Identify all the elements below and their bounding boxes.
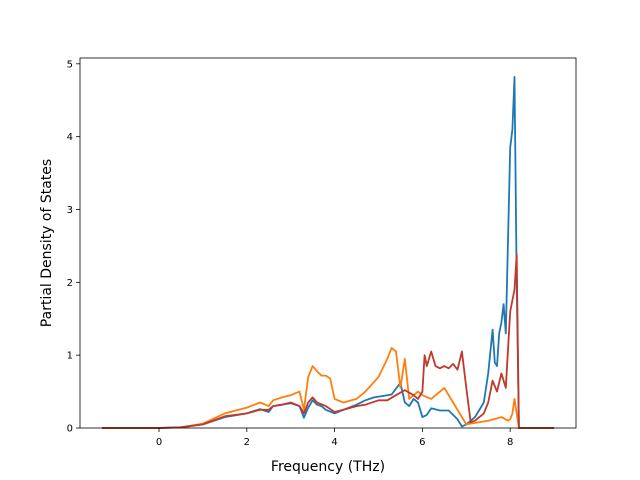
- plot-frame: [79, 57, 577, 429]
- x-tick-label: 2: [244, 437, 250, 448]
- series-layer: [101, 76, 555, 429]
- series-line-2: [101, 346, 555, 429]
- y-tick-label: 2: [67, 278, 73, 289]
- y-tick-label: 1: [67, 351, 73, 362]
- y-tick-label: 0: [67, 424, 73, 435]
- series-line-3: [101, 253, 555, 429]
- x-tick-label: 6: [419, 437, 425, 448]
- y-tick-label: 5: [67, 59, 73, 70]
- x-tick-label: 4: [331, 437, 337, 448]
- plot-background: [80, 58, 576, 428]
- y-tick-label: 4: [67, 132, 73, 143]
- x-tick-label: 0: [156, 437, 162, 448]
- y-axis-label: Partial Density of States: [39, 159, 55, 327]
- x-axis-label: Frequency (THz): [271, 459, 385, 475]
- y-tick-label: 3: [67, 205, 73, 216]
- x-tick-label: 8: [507, 437, 513, 448]
- x-ticks: 0 2 4 6 8: [156, 428, 513, 448]
- y-ticks: 0 1 2 3 4 5: [67, 59, 80, 435]
